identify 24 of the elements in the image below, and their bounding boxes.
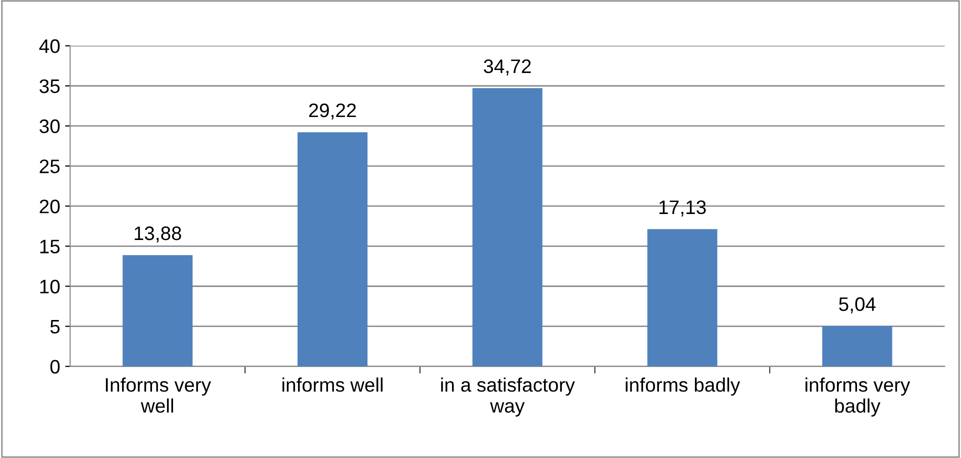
- x-tick-label: in a satisfactory way: [441, 378, 575, 417]
- y-tick-label: 25: [40, 159, 60, 174]
- y-tick-label: 15: [40, 240, 60, 254]
- y-tick-label: 5: [50, 320, 60, 334]
- bar: [472, 88, 542, 366]
- data-label: 34,72: [484, 59, 531, 76]
- data-label: 29,22: [309, 103, 356, 120]
- y-tick-label: 35: [40, 79, 60, 94]
- data-label: 17,13: [659, 200, 706, 216]
- data-label: 13,88: [134, 226, 182, 242]
- bar: [647, 229, 718, 366]
- y-tick-label: 0: [50, 360, 60, 374]
- y-tick-label: 30: [40, 119, 60, 134]
- data-label: 5,04: [839, 297, 876, 314]
- y-tick-label: 40: [39, 39, 60, 54]
- x-tick-label: informs badly: [626, 378, 740, 396]
- x-tick-label: Informs very well: [106, 378, 212, 413]
- y-tick-label: 10: [40, 280, 60, 294]
- bar: [122, 255, 193, 366]
- bar: [298, 132, 368, 366]
- x-tick-label: informs very badly: [806, 378, 910, 417]
- y-tick-label: 20: [40, 200, 60, 214]
- bar: [822, 326, 892, 366]
- x-tick-label: informs well: [282, 378, 383, 392]
